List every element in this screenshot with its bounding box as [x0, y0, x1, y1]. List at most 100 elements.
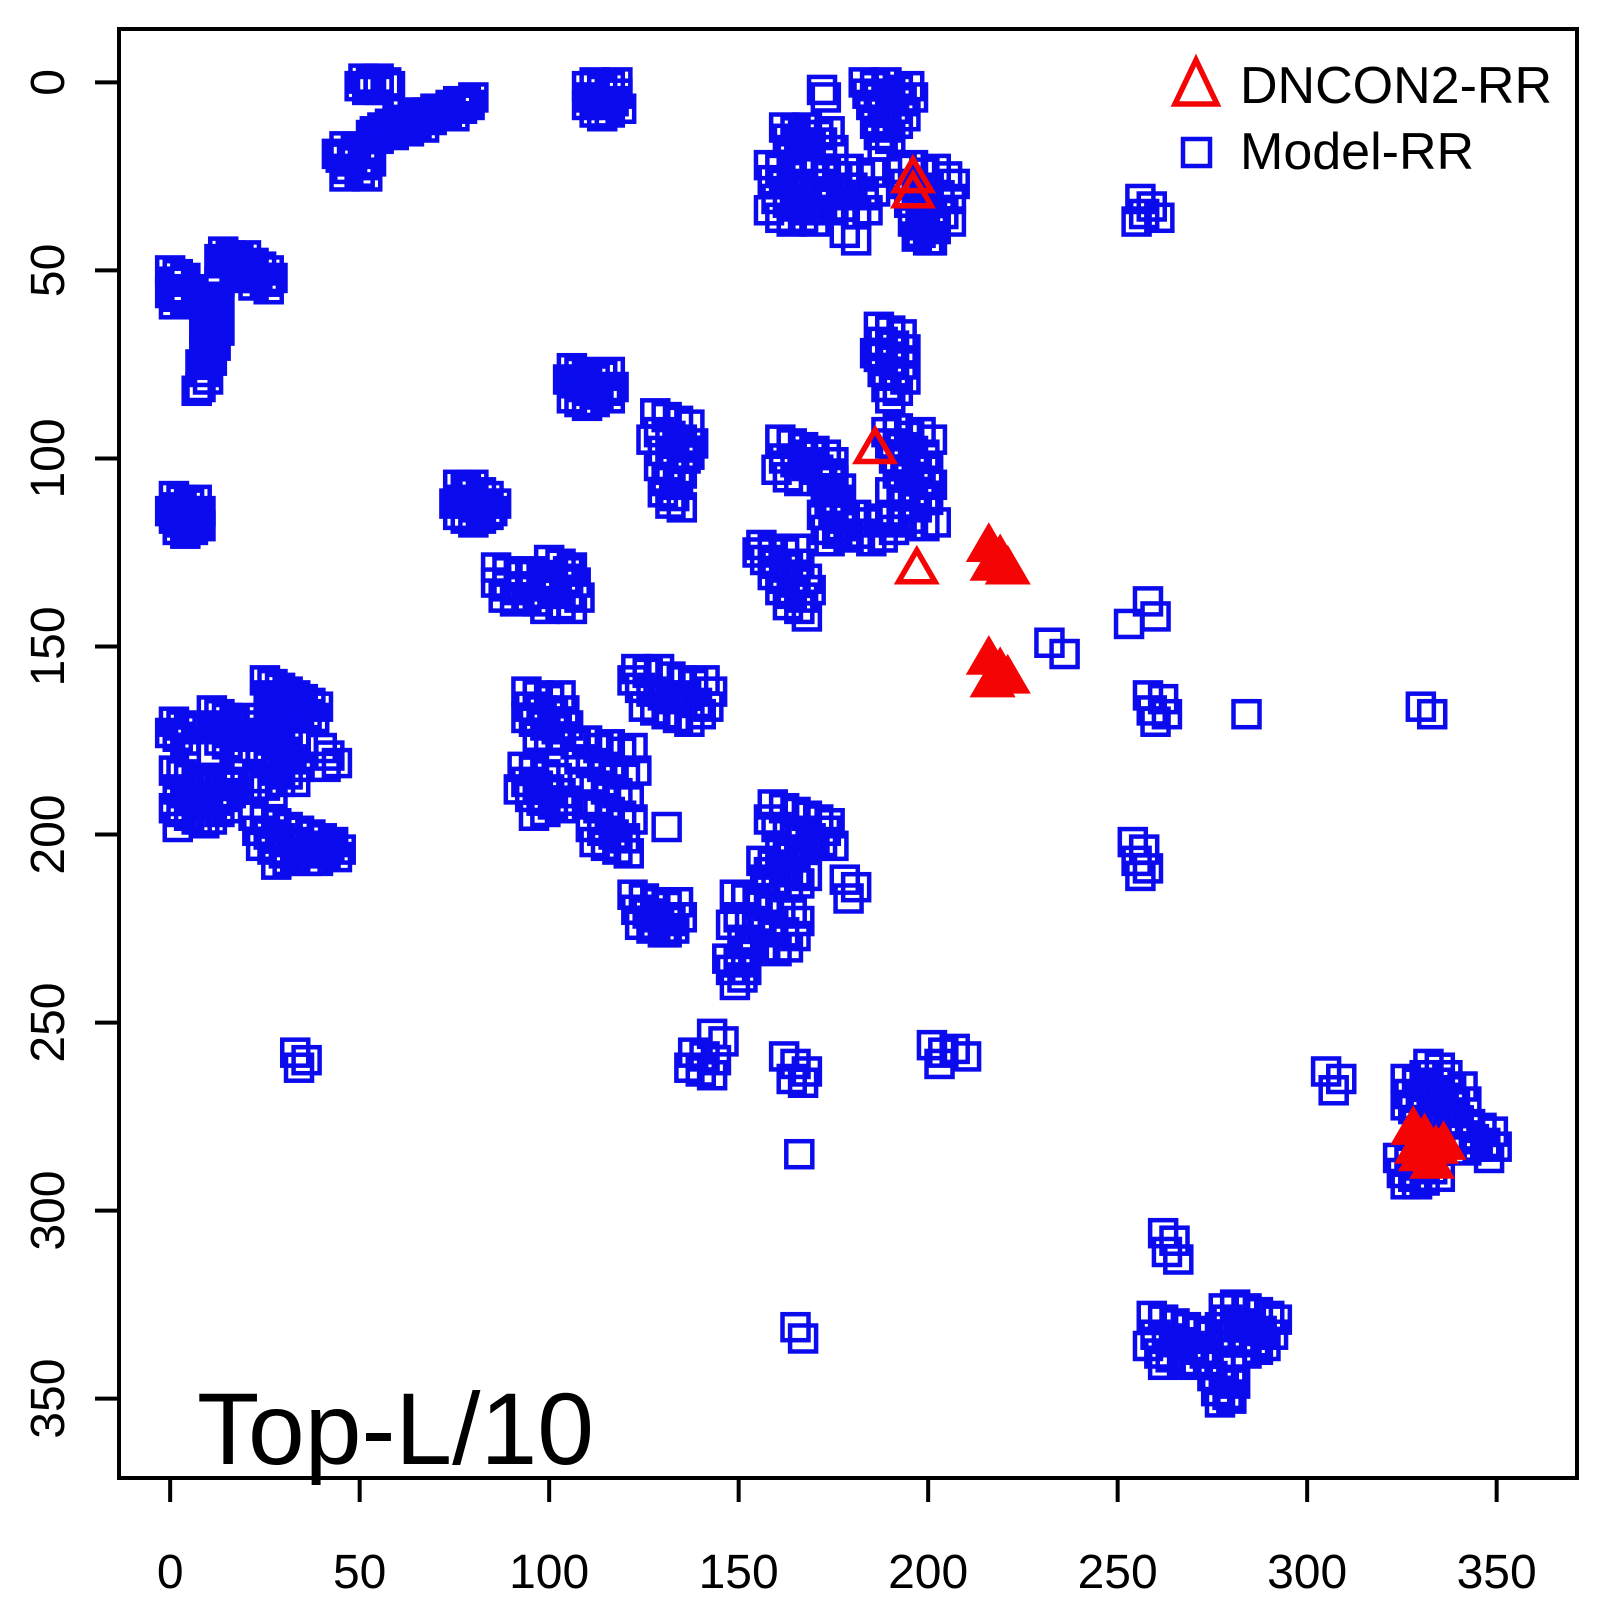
- model-rr-square-marker: [158, 289, 190, 320]
- model-rr-square-marker: [325, 834, 356, 865]
- model-rr-square-marker: [181, 375, 212, 407]
- model-rr-square-marker: [912, 484, 944, 516]
- model-rr-square-marker: [859, 176, 891, 207]
- model-rr-square-marker: [613, 838, 645, 869]
- model-rr-square-marker: [579, 826, 610, 858]
- model-rr-square-marker: [753, 195, 785, 226]
- model-rr-square-marker: [924, 1048, 955, 1080]
- model-rr-square-marker: [1204, 1311, 1236, 1343]
- model-rr-square-marker: [818, 446, 849, 478]
- model-rr-square-marker: [480, 488, 512, 519]
- model-rr-square-marker: [257, 695, 288, 726]
- model-rr-square-marker: [196, 345, 228, 376]
- model-rr-square-marker: [617, 665, 648, 696]
- model-rr-square-marker: [552, 556, 584, 587]
- x-axis-tick-label: 200: [888, 1546, 968, 1599]
- model-rr-square-marker: [279, 766, 311, 798]
- model-rr-square-marker: [875, 477, 906, 508]
- x-axis-tick-label: 100: [509, 1546, 589, 1599]
- model-rr-square-marker: [1132, 853, 1164, 884]
- model-rr-square-marker: [253, 273, 284, 305]
- dncon2-rr-triangle-marker-filled: [1394, 1123, 1441, 1164]
- model-rr-square-marker: [787, 1067, 819, 1098]
- plot-subset-title: Top-L/10: [197, 1372, 594, 1486]
- x-axis-tick-label: 150: [699, 1546, 779, 1599]
- model-rr-square-marker: [196, 736, 228, 768]
- model-rr-square-marker: [814, 488, 845, 519]
- model-rr-square-marker: [166, 266, 197, 297]
- x-axis-tick-label: 250: [1078, 1546, 1158, 1599]
- model-rr-square-marker: [1144, 202, 1175, 234]
- model-rr-square-marker: [264, 698, 296, 730]
- model-rr-square-marker: [189, 292, 220, 324]
- model-rr-square-marker: [696, 1059, 728, 1091]
- model-rr-square-marker: [730, 954, 762, 986]
- y-axis-tick-label: 100: [22, 418, 75, 498]
- model-rr-square-marker: [204, 243, 235, 275]
- model-rr-square-marker: [810, 82, 842, 113]
- model-rr-square-marker: [1121, 206, 1152, 237]
- model-rr-square-marker: [859, 337, 891, 369]
- model-rr-square-marker: [787, 119, 819, 151]
- dncon2-rr-triangle-marker-filled: [969, 541, 1016, 581]
- model-rr-square-marker: [1147, 1349, 1179, 1381]
- model-rr-square-marker: [1473, 1142, 1505, 1174]
- model-rr-square-marker: [571, 89, 603, 121]
- model-rr-square-marker: [1231, 698, 1262, 730]
- model-rr-square-marker: [351, 161, 383, 192]
- model-rr-square-marker: [283, 1052, 315, 1083]
- model-rr-square-marker: [439, 488, 470, 519]
- model-rr-square-marker: [204, 796, 235, 828]
- model-rr-square-marker: [571, 390, 603, 422]
- legend-item-model-rr: Model-RR: [1160, 118, 1474, 186]
- model-rr-square-marker: [1416, 698, 1448, 730]
- model-rr-square-marker: [446, 93, 478, 124]
- model-rr-square-marker: [799, 206, 830, 237]
- model-rr-square-marker: [840, 225, 872, 256]
- model-rr-square-marker: [602, 67, 633, 98]
- x-axis-tick-label: 50: [333, 1546, 386, 1599]
- model-rr-square-marker: [761, 454, 792, 486]
- y-axis-tick-label: 300: [22, 1171, 75, 1251]
- plot-box: [117, 27, 1579, 1480]
- y-axis-tick-label: 200: [22, 794, 75, 874]
- model-rr-square-marker: [1250, 1330, 1281, 1362]
- model-rr-square-marker: [806, 74, 838, 106]
- model-rr-square-marker: [162, 721, 193, 753]
- model-rr-square-marker: [753, 804, 785, 835]
- triangle-open-icon: [1170, 53, 1222, 107]
- model-rr-square-marker: [795, 574, 826, 606]
- model-rr-square-marker: [658, 913, 690, 944]
- model-rr-square-marker: [321, 138, 353, 170]
- model-rr-square-marker: [511, 702, 542, 734]
- model-rr-square-marker: [1216, 1383, 1247, 1414]
- model-rr-square-marker: [594, 97, 626, 128]
- model-rr-square-marker: [787, 1323, 819, 1354]
- model-rr-square-marker: [742, 537, 773, 568]
- model-rr-square-marker: [674, 439, 705, 470]
- model-rr-square-marker: [784, 1138, 815, 1170]
- model-rr-square-marker: [552, 364, 584, 395]
- model-rr-square-marker: [875, 383, 906, 414]
- x-axis-tick-label: 0: [157, 1546, 184, 1599]
- legend-label: DNCON2-RR: [1240, 57, 1552, 115]
- model-rr-square-marker: [882, 375, 914, 407]
- model-rr-square-marker: [852, 195, 883, 226]
- model-rr-square-marker: [636, 424, 667, 455]
- model-rr-square-marker: [166, 499, 197, 531]
- model-rr-square-marker: [530, 593, 561, 625]
- model-rr-square-marker: [875, 123, 906, 155]
- model-rr-square-marker: [1163, 1244, 1194, 1275]
- model-rr-square-marker: [651, 917, 682, 948]
- y-axis-tick-label: 0: [22, 69, 75, 96]
- model-rr-square-marker: [344, 70, 375, 102]
- model-rr-square-marker: [1212, 1379, 1243, 1411]
- dncon2-rr-triangle-marker-filled: [1420, 1120, 1467, 1160]
- dncon2-rr-triangle-marker-filled: [969, 657, 1016, 698]
- dncon2-rr-triangle-marker: [889, 168, 937, 209]
- model-rr-square-marker: [727, 962, 758, 993]
- model-rr-square-marker: [219, 732, 250, 764]
- model-rr-square-marker: [833, 883, 864, 914]
